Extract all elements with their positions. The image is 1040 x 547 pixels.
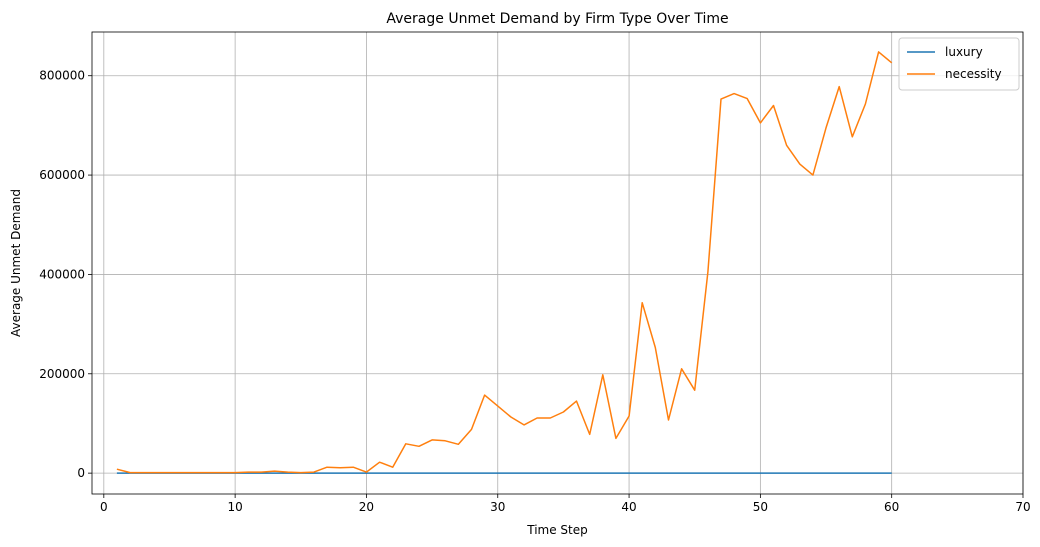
x-tick-label: 40 [621, 500, 636, 514]
x-axis-label: Time Step [526, 523, 588, 537]
x-tick-label: 60 [884, 500, 899, 514]
y-tick-label: 200000 [39, 367, 85, 381]
series-layer [116, 51, 893, 474]
ticks: 0 10 20 30 40 50 60 70 0 200000 400000 600000 800000 [39, 69, 1030, 514]
series-line-necessity [116, 51, 893, 474]
y-tick-label: 600000 [39, 168, 85, 182]
x-tick-label: 70 [1015, 500, 1030, 514]
legend-box [898, 37, 1020, 91]
legend: luxury necessity [898, 37, 1020, 91]
plot-frame [91, 31, 1024, 495]
x-tick-label: 20 [359, 500, 374, 514]
legend-label: luxury [945, 45, 983, 59]
x-tick-label: 50 [753, 500, 768, 514]
x-tick-label: 10 [227, 500, 242, 514]
y-tick-label: 0 [77, 466, 85, 480]
y-axis-label: Average Unmet Demand [9, 189, 23, 337]
x-tick-label: 30 [490, 500, 505, 514]
y-tick-label: 400000 [39, 267, 85, 281]
y-tick-label: 800000 [39, 69, 85, 83]
legend-label: necessity [945, 67, 1002, 81]
x-tick-label: 0 [100, 500, 108, 514]
chart-title: Average Unmet Demand by Firm Type Over T… [386, 11, 728, 27]
